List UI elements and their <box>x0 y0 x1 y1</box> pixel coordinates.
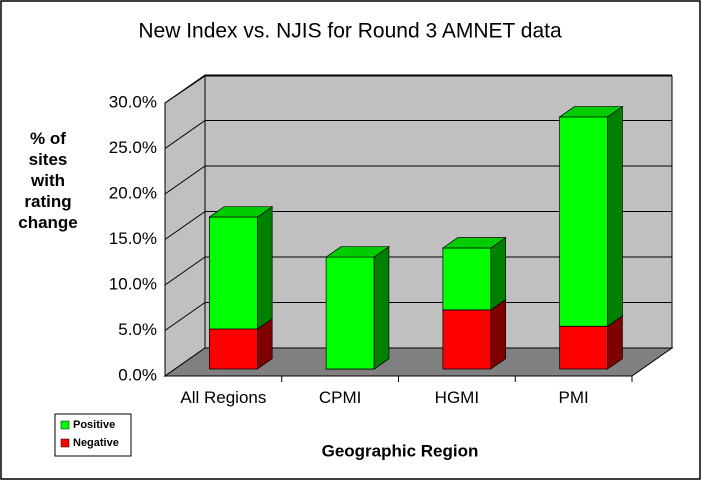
bar-segment <box>325 246 391 370</box>
y-tick-label: 20.0% <box>109 183 157 202</box>
bar-side <box>490 298 507 370</box>
floor <box>163 347 674 377</box>
side-grid-line <box>164 165 206 195</box>
legend-label: Positive <box>73 419 115 431</box>
x-axis-title: Geographic Region <box>322 441 479 460</box>
bar-front <box>325 256 375 370</box>
bar-segment <box>208 205 274 330</box>
bar-top <box>325 246 391 258</box>
bar-front <box>209 216 258 330</box>
legend-swatch <box>60 420 70 430</box>
bar-front <box>559 325 608 370</box>
bar-segment <box>558 105 624 327</box>
side-grid-line <box>164 74 206 104</box>
bar-side <box>373 246 390 370</box>
bars <box>208 105 624 370</box>
side-grid-line <box>164 120 206 149</box>
bar-side <box>257 205 273 330</box>
bar-segment <box>441 236 507 311</box>
x-tick-label: HGMI <box>434 388 480 407</box>
legend-items: Positive Negative <box>60 419 119 449</box>
side-grid-line <box>164 211 206 240</box>
bar-front <box>442 309 492 370</box>
y-tick-label: 15.0% <box>109 229 157 248</box>
bar-front <box>209 328 258 370</box>
x-tick-label: CPMI <box>318 388 362 407</box>
bar-front <box>442 247 492 311</box>
bar-front <box>559 116 608 327</box>
y-tick-label: 25.0% <box>109 138 157 157</box>
bar-top <box>208 206 274 218</box>
bar-top <box>558 106 624 118</box>
x-tick-label: All Regions <box>180 388 267 407</box>
legend-swatch <box>60 438 70 448</box>
y-tick-label: 0.0% <box>118 365 157 384</box>
side-grid-line <box>164 256 206 286</box>
y-tick-label: 30.0% <box>109 92 157 111</box>
x-tick-label: PMI <box>558 388 589 407</box>
side-grid-line <box>164 302 206 331</box>
chart-title: New Index vs. NJIS for Round 3 AMNET dat… <box>138 20 562 43</box>
bar-side <box>490 236 507 311</box>
y-tick-label: 5.0% <box>118 320 157 339</box>
y-axis-title: % of sites with rating change <box>18 129 78 232</box>
bar-top <box>441 237 507 249</box>
bar-side <box>607 105 623 327</box>
legend-label: Negative <box>73 437 119 449</box>
y-tick-label: 10.0% <box>109 274 157 293</box>
